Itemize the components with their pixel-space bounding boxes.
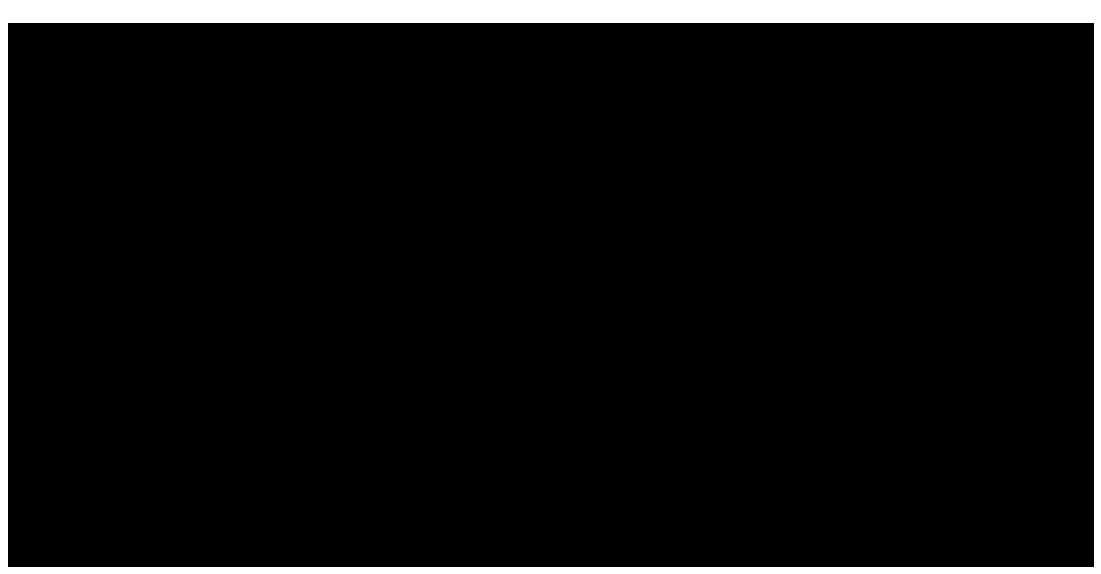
word-cloud-background [8,23,1094,567]
word-cloud [8,23,1094,567]
word-cloud-area [8,23,1094,567]
